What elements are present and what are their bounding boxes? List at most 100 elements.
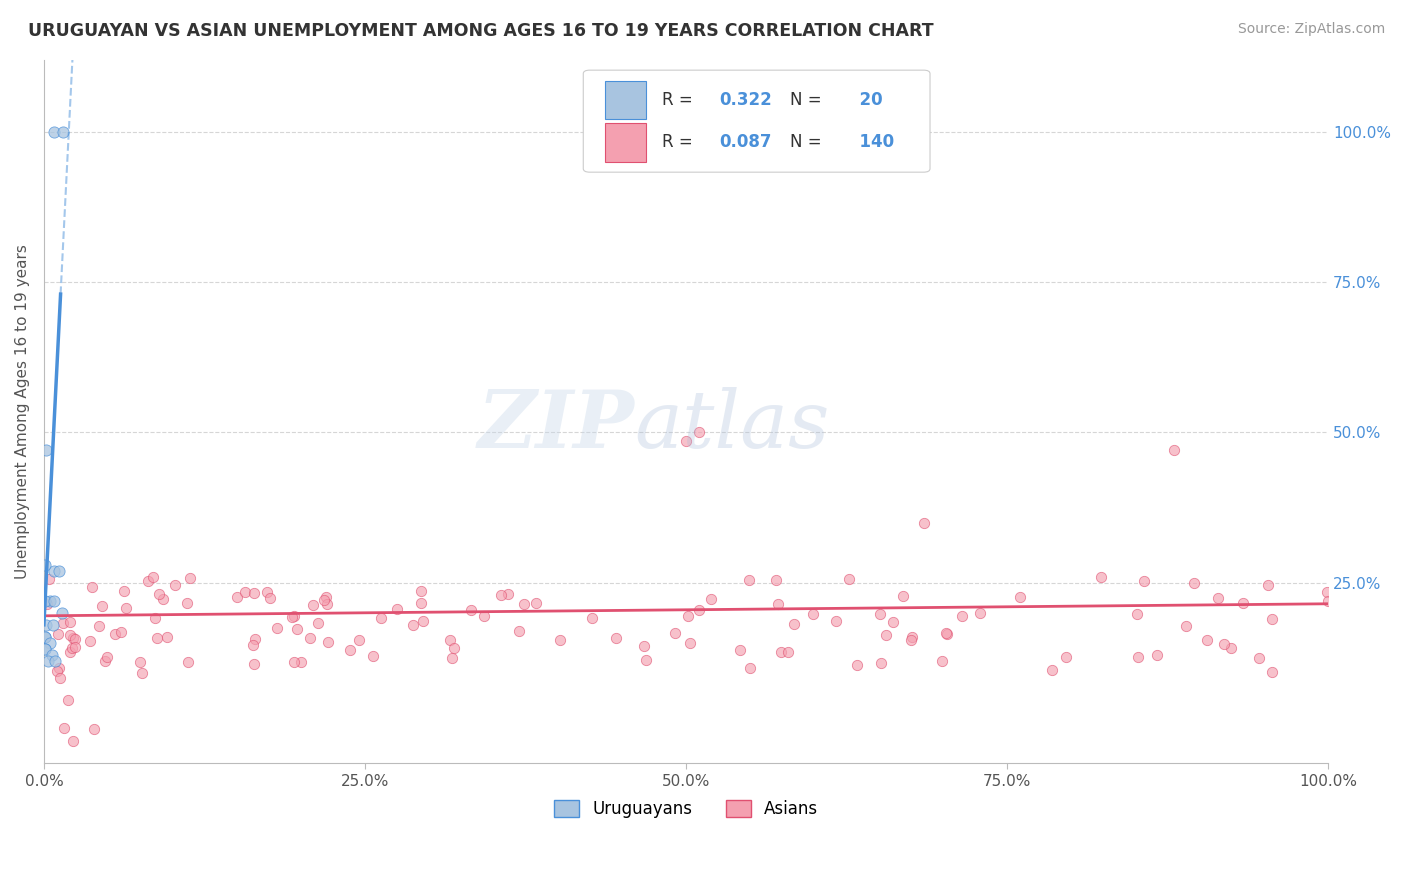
Text: 0.322: 0.322 (720, 91, 772, 109)
Point (145, 611, 167, 625)
Text: N =: N = (790, 91, 827, 109)
Point (513, 597, 536, 611)
Point (131, 665, 153, 680)
Point (283, 608, 305, 623)
Point (44, 654, 66, 668)
Point (496, 587, 519, 601)
Point (900, 630, 922, 644)
Point (315, 598, 337, 612)
Text: 140: 140 (848, 133, 894, 152)
Point (766, 597, 789, 611)
Point (347, 632, 370, 647)
Text: 20: 20 (848, 91, 883, 109)
Point (769, 645, 792, 659)
Point (1195, 632, 1218, 647)
Point (339, 642, 361, 657)
Point (312, 593, 335, 607)
Point (59, 645, 82, 659)
Point (1212, 637, 1234, 651)
Point (935, 627, 957, 641)
Point (129, 655, 152, 669)
Point (34, 558, 56, 572)
Point (1317, 594, 1340, 608)
Point (256, 584, 278, 599)
Point (45, 664, 67, 678)
Point (285, 622, 308, 636)
Point (875, 628, 897, 642)
Point (283, 655, 305, 669)
Point (39, 594, 62, 608)
Point (891, 590, 914, 604)
Point (801, 607, 824, 622)
Text: R =: R = (662, 133, 697, 152)
Point (950, 608, 973, 623)
Point (846, 657, 869, 672)
Point (51, 606, 73, 620)
Point (34, 630, 56, 644)
Point (699, 592, 721, 607)
Point (176, 596, 198, 610)
Point (508, 624, 530, 639)
Point (299, 631, 322, 645)
Point (869, 657, 891, 671)
Point (52, 616, 75, 631)
Point (1126, 650, 1149, 665)
Point (60, 640, 83, 655)
Point (307, 615, 329, 630)
Point (931, 654, 953, 668)
Point (969, 606, 991, 620)
Point (52, 125, 75, 139)
Point (1054, 649, 1077, 664)
Point (179, 571, 201, 585)
Point (59, 615, 82, 630)
Point (245, 632, 267, 647)
Point (290, 655, 312, 669)
Point (1146, 648, 1168, 662)
Point (385, 601, 408, 615)
Point (110, 624, 132, 639)
Point (243, 586, 266, 600)
Point (664, 626, 686, 640)
Text: atlas: atlas (634, 387, 830, 464)
Point (1257, 577, 1279, 591)
Point (35, 617, 58, 632)
Point (46, 626, 69, 640)
Point (633, 639, 655, 653)
Point (39, 636, 62, 650)
Point (1163, 443, 1185, 458)
Point (91, 599, 114, 613)
Point (838, 572, 860, 586)
FancyBboxPatch shape (605, 123, 647, 161)
Point (688, 603, 710, 617)
Point (472, 608, 495, 623)
Point (524, 596, 547, 610)
Point (148, 587, 170, 601)
Text: R =: R = (662, 91, 697, 109)
Point (728, 643, 751, 657)
Point (48, 564, 70, 578)
Text: Source: ZipAtlas.com: Source: ZipAtlas.com (1237, 22, 1385, 37)
Point (776, 645, 799, 659)
Point (316, 635, 339, 649)
Point (1040, 663, 1063, 677)
Point (89, 619, 111, 633)
Point (114, 600, 136, 615)
Point (62, 734, 84, 748)
Point (281, 609, 304, 624)
Point (1175, 619, 1198, 633)
Point (581, 611, 603, 625)
Point (34, 594, 56, 608)
Point (1126, 607, 1149, 621)
Point (401, 617, 423, 632)
Point (163, 578, 186, 592)
Point (177, 655, 200, 669)
Point (53, 721, 76, 735)
Point (152, 591, 174, 606)
Point (439, 633, 461, 648)
Point (676, 609, 699, 624)
Point (56, 692, 79, 706)
Point (315, 590, 337, 604)
Point (48, 660, 70, 674)
Point (783, 617, 806, 632)
Point (1247, 651, 1270, 665)
